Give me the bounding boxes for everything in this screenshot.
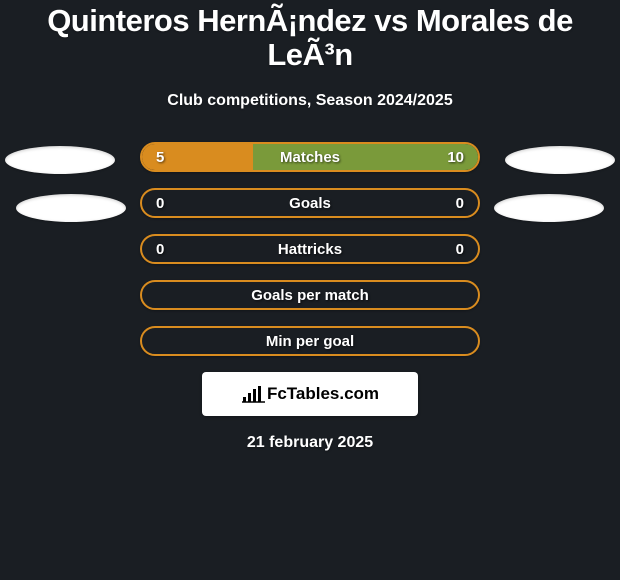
stat-label: Min per goal [142, 328, 478, 354]
page-subtitle: Club competitions, Season 2024/2025 [0, 92, 620, 110]
stat-row-goals-per-match: Goals per match [140, 280, 480, 310]
stat-bars: 5 Matches 10 0 Goals 0 0 Hattricks 0 [140, 142, 480, 356]
stat-label: Goals per match [142, 282, 478, 308]
player-left-placeholder-icon [5, 146, 115, 174]
stat-label: Hattricks [142, 236, 478, 262]
bar-chart-icon [241, 385, 265, 403]
stat-row-hattricks: 0 Hattricks 0 [140, 234, 480, 264]
stat-value-left: 5 [156, 144, 164, 170]
stat-value-left: 0 [156, 236, 164, 262]
comparison-area: 5 Matches 10 0 Goals 0 0 Hattricks 0 [0, 142, 620, 452]
player-right-placeholder-icon [505, 146, 615, 174]
date-label: 21 february 2025 [10, 434, 610, 452]
stat-value-right: 0 [456, 190, 464, 216]
branding-text: FcTables.com [267, 384, 379, 404]
stat-value-left: 0 [156, 190, 164, 216]
stat-value-right: 0 [456, 236, 464, 262]
stat-row-matches: 5 Matches 10 [140, 142, 480, 172]
stat-label: Goals [142, 190, 478, 216]
stat-row-goals: 0 Goals 0 [140, 188, 480, 218]
page-title: Quinteros HernÃ¡ndez vs Morales de LeÃ³n [0, 4, 620, 72]
stat-value-right: 10 [447, 144, 464, 170]
player-right-placeholder-icon [494, 194, 604, 222]
branding-badge: FcTables.com [202, 372, 418, 416]
player-left-placeholder-icon [16, 194, 126, 222]
stat-fill-right [253, 144, 478, 170]
infographic-container: Quinteros HernÃ¡ndez vs Morales de LeÃ³n… [0, 0, 620, 452]
stat-row-min-per-goal: Min per goal [140, 326, 480, 356]
